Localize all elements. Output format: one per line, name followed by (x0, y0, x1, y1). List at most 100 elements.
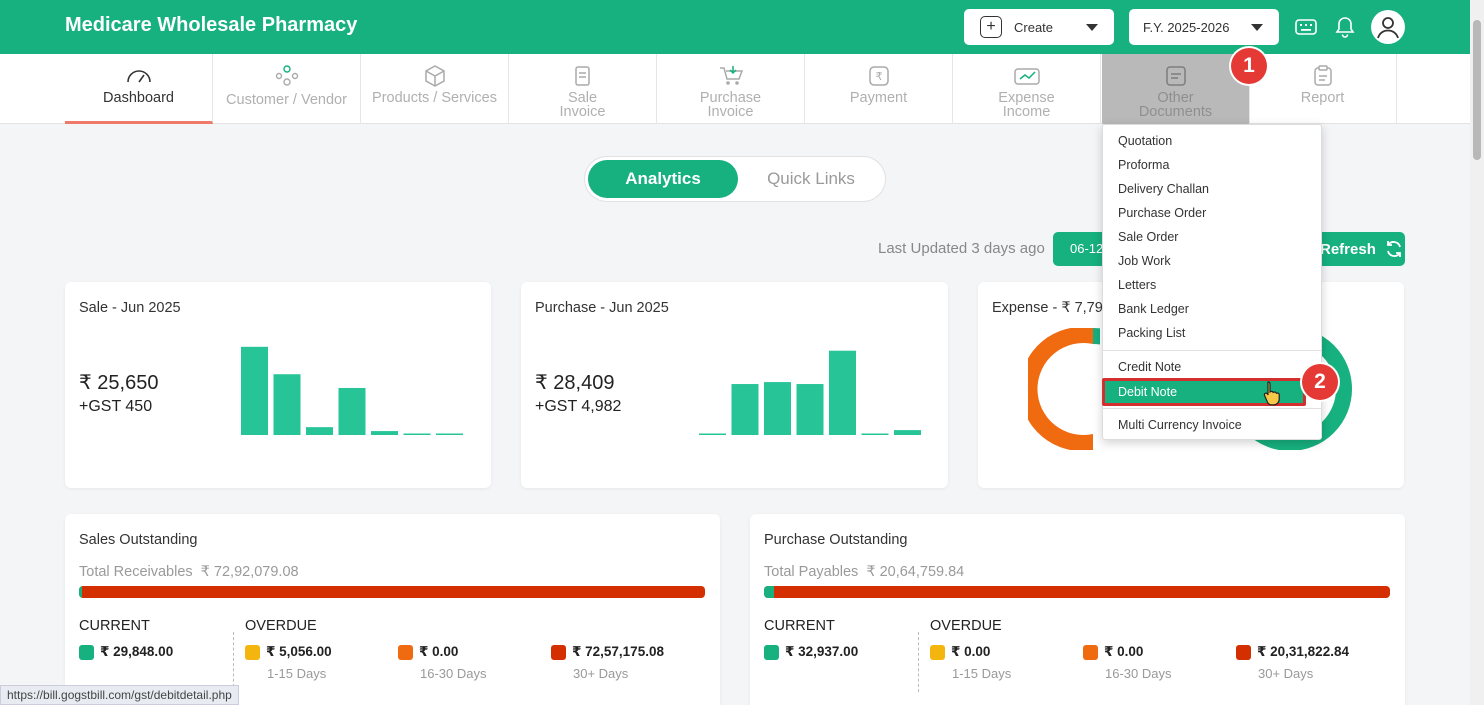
nav-label: Customer / Vendor (226, 92, 347, 108)
scrollbar-thumb[interactable] (1473, 20, 1481, 160)
legend-swatch (1083, 644, 1098, 660)
purchase-outstanding-title: Purchase Outstanding (764, 532, 908, 548)
menu-item-multi-currency-invoice[interactable]: Multi Currency Invoice (1118, 418, 1242, 432)
purchase-gst: +GST 4,982 (535, 398, 622, 415)
bell-icon[interactable] (1331, 13, 1359, 41)
purchase-bar (764, 382, 791, 435)
status-bar-url: https://bill.gogstbill.com/gst/debitdeta… (0, 685, 239, 705)
menu-item-bank-ledger[interactable]: Bank Ledger (1118, 302, 1189, 316)
nav-sale-invoice[interactable]: Sale Invoice (509, 54, 657, 124)
keyboard-icon[interactable] (1292, 13, 1320, 41)
overdue-16-30-value: ₹ 0.00 (1104, 644, 1144, 659)
create-label: Create (1014, 19, 1054, 35)
current-amount: ₹ 32,937.00 (764, 644, 858, 660)
nav-label: Payment (849, 90, 908, 106)
overdue-1-15-amount: ₹ 0.00 (930, 644, 990, 660)
legend-swatch (398, 644, 413, 660)
bucket-30-plus-label: 30+ Days (1258, 666, 1314, 681)
receivables-current-fill (79, 586, 82, 598)
sale-bar-chart (241, 346, 463, 435)
purchase-bar (731, 384, 759, 435)
nav-payment[interactable]: ₹ Payment (805, 54, 953, 124)
expense-card-title: Expense - ₹ 7,799 (992, 300, 1111, 316)
menu-item-delivery-challan[interactable]: Delivery Challan (1118, 182, 1210, 196)
overdue-30-plus-amount: ₹ 72,57,175.08 (551, 644, 664, 660)
legend-swatch (1236, 644, 1251, 660)
current-heading: CURRENT (79, 618, 150, 634)
sale-bar (436, 433, 463, 435)
rupee-icon: ₹ (867, 64, 891, 88)
speedometer-icon (125, 64, 153, 88)
nav-other-documents[interactable]: Other Documents (1102, 54, 1250, 124)
chevron-down-icon (1251, 24, 1263, 31)
bucket-1-15-label: 1-15 Days (267, 666, 327, 681)
total-receivables-value: ₹ 72,92,079.08 (200, 564, 299, 580)
sale-gst: +GST 450 (79, 398, 153, 415)
sale-bar (273, 374, 301, 435)
nav-label-2: Documents (1138, 104, 1213, 120)
current-value: ₹ 29,848.00 (100, 644, 174, 659)
tab-analytics[interactable]: Analytics (588, 160, 738, 198)
menu-divider (1103, 350, 1321, 351)
nav-purchase-invoice[interactable]: Purchase Invoice (657, 54, 805, 124)
sales-outstanding-title: Sales Outstanding (79, 532, 198, 548)
legend-swatch (245, 644, 260, 660)
overdue-1-15-amount: ₹ 5,056.00 (245, 644, 332, 660)
nav-products-services[interactable]: Products / Services (361, 54, 509, 124)
sales-outstanding-card[interactable]: Sales Outstanding Total Receivables ₹ 72,… (65, 514, 720, 705)
menu-item-letters[interactable]: Letters (1118, 278, 1157, 292)
divider (233, 632, 234, 692)
overdue-30-plus-amount: ₹ 20,31,822.84 (1236, 644, 1349, 660)
vertical-scrollbar[interactable] (1470, 0, 1484, 705)
menu-item-packing-list[interactable]: Packing List (1118, 326, 1186, 340)
menu-divider (1103, 408, 1321, 409)
invoice-icon (572, 64, 594, 88)
menu-item-proforma[interactable]: Proforma (1118, 158, 1170, 172)
receivables-bar (79, 586, 705, 598)
create-button[interactable]: + Create (964, 9, 1114, 45)
nav-label: Sale (567, 90, 598, 106)
hand-cursor-icon (1263, 381, 1280, 406)
step-badge-1: 1 (1231, 48, 1267, 84)
bucket-30-plus-label: 30+ Days (573, 666, 629, 681)
menu-item-sale-order[interactable]: Sale Order (1118, 230, 1179, 244)
sale-bar (241, 346, 268, 435)
top-bar: Medicare Wholesale Pharmacy + Create F.Y… (0, 0, 1470, 54)
nav-label-2: Invoice (707, 104, 754, 120)
total-payables-label: Total Payables (764, 564, 859, 580)
nav-report[interactable]: Report (1249, 54, 1397, 124)
menu-item-credit-note[interactable]: Credit Note (1118, 360, 1182, 374)
svg-text:₹: ₹ (875, 70, 882, 83)
sale-bar (338, 387, 366, 435)
legend-swatch (764, 644, 779, 660)
purchase-card[interactable]: Purchase - Jun 2025 ₹ 28,409 +GST 4,982 (521, 282, 948, 488)
tab-quick-links[interactable]: Quick Links (767, 169, 855, 188)
sale-bar (403, 433, 431, 435)
total-receivables: Total Receivables ₹ 72,92,079.08 (79, 564, 299, 580)
refresh-icon (1386, 241, 1401, 257)
user-avatar[interactable] (1371, 10, 1405, 44)
overdue-16-30-value: ₹ 0.00 (419, 644, 459, 659)
purchase-bar (861, 433, 889, 435)
menu-item-job-work[interactable]: Job Work (1118, 254, 1171, 268)
financial-year-select[interactable]: F.Y. 2025-2026 (1129, 9, 1279, 45)
current-heading: CURRENT (764, 618, 835, 634)
bucket-1-15-label: 1-15 Days (952, 666, 1012, 681)
overdue-30-plus-value: ₹ 72,57,175.08 (572, 644, 664, 659)
clipboard-icon (1312, 64, 1334, 88)
nav-expense-income[interactable]: Expense Income (953, 54, 1101, 124)
bucket-16-30-label: 16-30 Days (1105, 666, 1172, 681)
module-nav: Dashboard Customer / Vendor Products / S… (0, 54, 1470, 124)
purchase-outstanding-card[interactable]: Purchase Outstanding Total Payables ₹ 20,… (750, 514, 1405, 705)
divider (918, 632, 919, 692)
nav-dashboard[interactable]: Dashboard (65, 54, 213, 124)
menu-item-purchase-order[interactable]: Purchase Order (1118, 206, 1207, 220)
payables-bar (764, 586, 1390, 598)
nav-customer-vendor[interactable]: Customer / Vendor (213, 54, 361, 124)
menu-item-quotation[interactable]: Quotation (1118, 134, 1173, 148)
purchase-bar (894, 430, 921, 435)
legend-swatch (930, 644, 945, 660)
sale-card[interactable]: Sale - Jun 2025 ₹ 25,650 +GST 450 (65, 282, 491, 488)
document-icon (1164, 64, 1188, 88)
overdue-16-30-amount: ₹ 0.00 (1083, 644, 1143, 660)
